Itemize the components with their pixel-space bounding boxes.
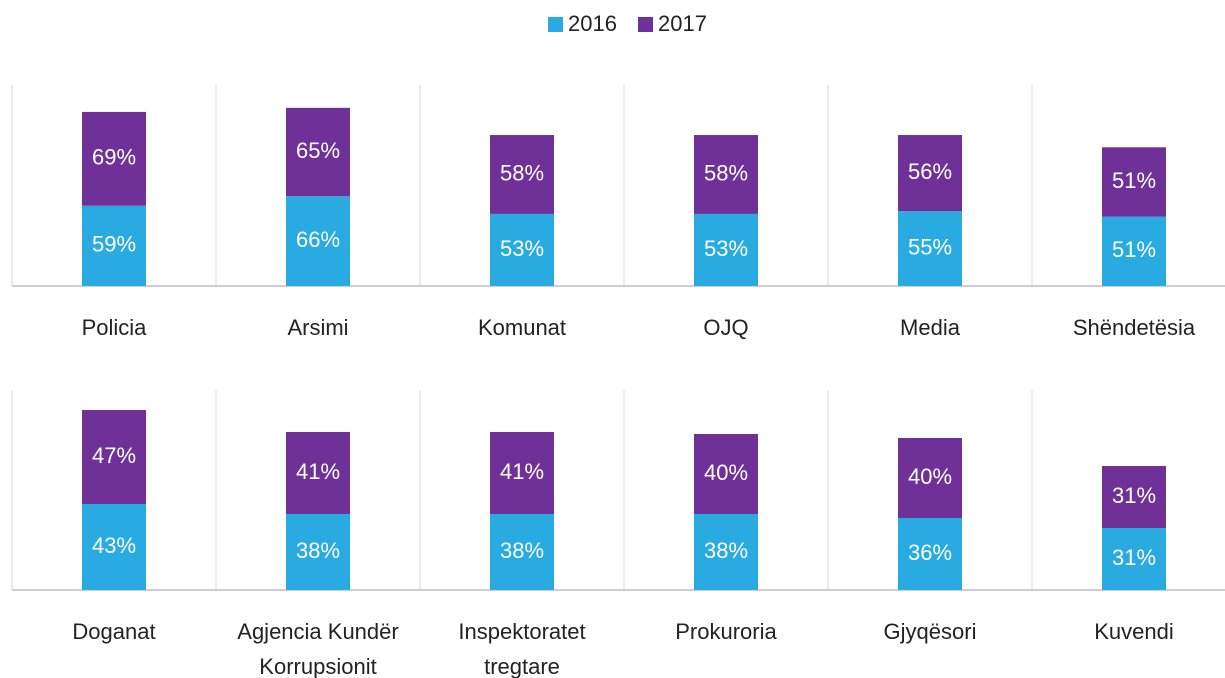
legend-swatch (548, 17, 563, 32)
bar-segment (286, 196, 350, 286)
legend-label: 2017 (658, 11, 707, 36)
value-label: 53% (500, 236, 544, 261)
value-label: 40% (908, 464, 952, 489)
bar-segment (82, 410, 146, 504)
bar-segment (1102, 528, 1166, 590)
bar-segment (82, 504, 146, 590)
bar-segment (694, 514, 758, 590)
bar-segment (286, 107, 350, 197)
value-label: 38% (704, 538, 748, 563)
value-label: 41% (500, 459, 544, 484)
value-label: 58% (704, 160, 748, 185)
category-label: Shëndetësia (1072, 315, 1196, 340)
value-label: 40% (704, 460, 748, 485)
bar-segment (490, 514, 554, 590)
category-label: Inspektoratet tregtare (458, 619, 586, 678)
value-label: 58% (500, 160, 544, 185)
value-label: 55% (908, 234, 952, 259)
value-label: 66% (296, 227, 340, 252)
value-label: 36% (908, 540, 952, 565)
value-label: 38% (500, 538, 544, 563)
bar-segment (82, 111, 146, 206)
bar-segment (898, 211, 962, 286)
category-label: Doganat (72, 619, 156, 644)
category-label: OJQ (703, 315, 749, 340)
category-label: Agjencia Kundër Korrupsionit (237, 619, 399, 678)
bar-segment (694, 434, 758, 514)
value-label: 51% (1112, 237, 1156, 262)
bar-segment (490, 213, 554, 286)
bar-segment (286, 432, 350, 514)
bar-segment (898, 518, 962, 590)
value-label: 59% (92, 232, 136, 257)
bar-segment (1102, 466, 1166, 528)
value-label: 41% (296, 459, 340, 484)
value-label: 53% (704, 236, 748, 261)
bar-segment (898, 438, 962, 518)
category-label: Media (900, 315, 960, 340)
bar-segment (286, 514, 350, 590)
value-label: 47% (92, 443, 136, 468)
category-label: Kuvendi (1094, 619, 1174, 644)
value-label: 65% (296, 138, 340, 163)
bar-segment (490, 135, 554, 214)
bar-segment (1102, 147, 1166, 217)
bar-segment (694, 135, 758, 214)
category-label: Prokuroria (675, 619, 777, 644)
value-label: 51% (1112, 168, 1156, 193)
value-label: 56% (908, 159, 952, 184)
value-label: 38% (296, 538, 340, 563)
value-label: 69% (92, 145, 136, 170)
category-label: Arsimi (287, 315, 349, 340)
bar-segment (490, 432, 554, 514)
value-label: 31% (1112, 483, 1156, 508)
category-label: Komunat (477, 315, 567, 340)
bar-segment (82, 205, 146, 286)
value-label: 31% (1112, 545, 1156, 570)
bar-segment (898, 135, 962, 212)
legend-label: 2016 (568, 11, 617, 36)
category-label: Policia (81, 315, 147, 340)
bar-segment (694, 213, 758, 286)
legend-swatch (638, 17, 653, 32)
category-label: Gjyqësori (883, 619, 977, 644)
bar-segment (1102, 216, 1166, 286)
value-label: 43% (92, 533, 136, 558)
